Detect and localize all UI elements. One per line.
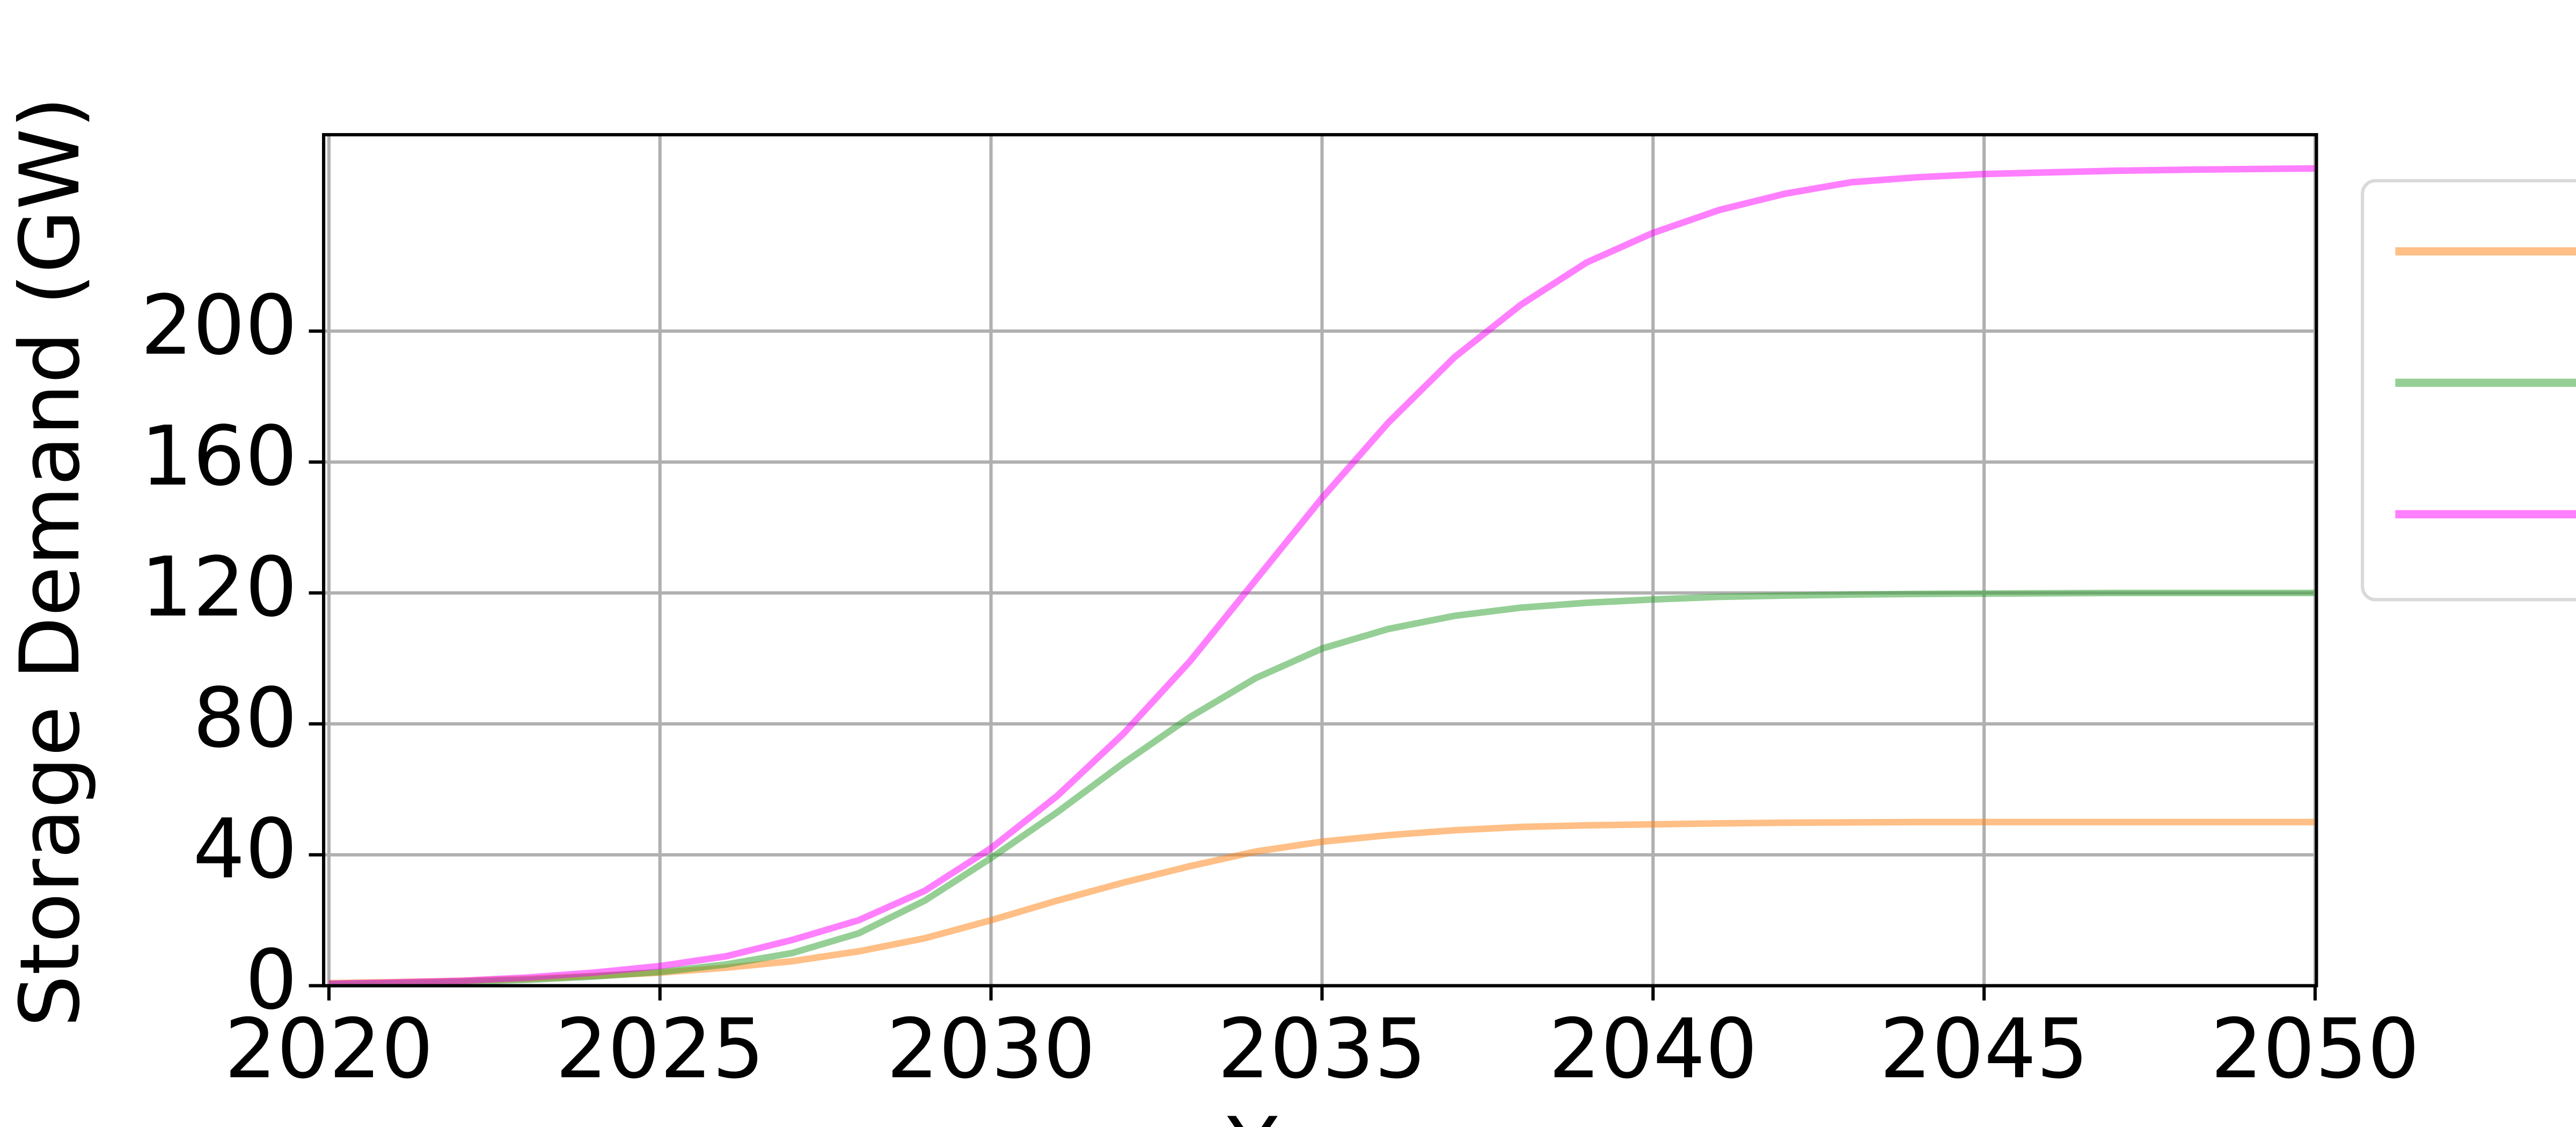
- y-tick-label: 200: [141, 278, 297, 374]
- x-tick-label: 2030: [887, 1001, 1096, 1097]
- legend-box: [2360, 179, 2576, 602]
- x-tick-label: 2045: [1879, 1001, 2089, 1097]
- x-tick-label: 2035: [1218, 1001, 1427, 1097]
- y-tick-label: 40: [193, 802, 297, 897]
- y-tick-label: 80: [193, 671, 297, 766]
- y-tick-label: 120: [141, 540, 297, 635]
- x-tick-label: 2040: [1548, 1001, 1758, 1097]
- x-tick-label: 2050: [2211, 1001, 2420, 1097]
- series-line: [328, 165, 2315, 987]
- y-axis-label: Storage Demand (GW): [3, 97, 98, 1027]
- y-tick-label: 0: [245, 933, 297, 1028]
- y-tick-label: 160: [141, 409, 297, 504]
- x-axis-label: Year: [1227, 1100, 1401, 1127]
- x-tick-label: 2025: [555, 1001, 765, 1097]
- x-tick-label: 2020: [224, 1001, 433, 1097]
- plot-frame: [322, 133, 2318, 987]
- series-line: [328, 589, 2315, 987]
